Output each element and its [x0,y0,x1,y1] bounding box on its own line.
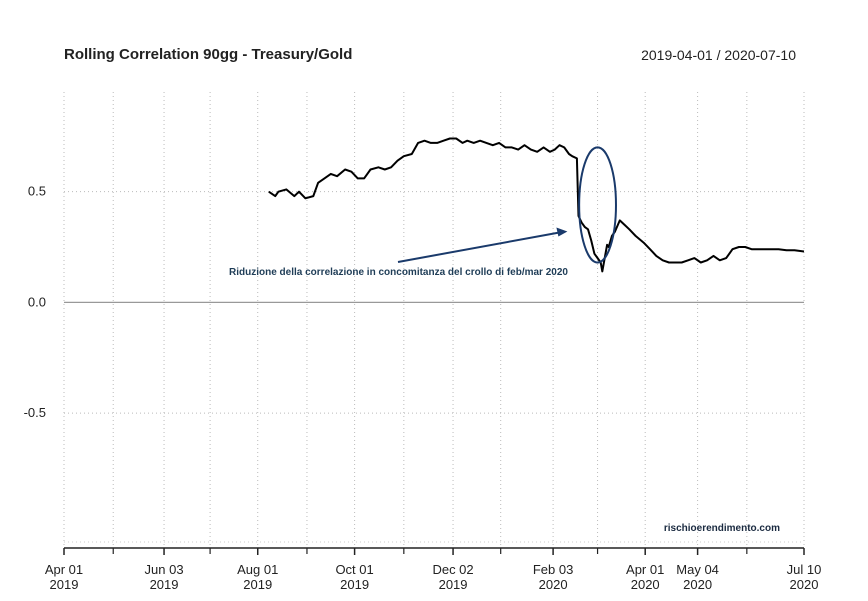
x-tick-label: May 04 2020 [676,562,719,592]
x-tick-label-line: Jun 03 [145,562,184,577]
x-tick-label-line: 2019 [50,577,79,592]
chart-title: Rolling Correlation 90gg - Treasury/Gold [64,46,353,63]
x-tick-label-line: Feb 03 [533,562,573,577]
x-tick-label-line: 2019 [150,577,179,592]
date-range: 2019-04-01 / 2020-07-10 [641,47,796,63]
x-tick-label-line: Dec 02 [432,562,473,577]
x-tick-label-line: Apr 01 [626,562,664,577]
annotation-text: Riduzione della correlazione in concomit… [229,267,568,278]
series-line [268,137,805,273]
x-tick-label-line: Aug 01 [237,562,278,577]
y-tick-label: 0.0 [28,294,46,309]
annotation-arrow-line [397,231,560,263]
x-tick-label-line: Jul 10 [787,562,822,577]
x-tick-label-line: 2020 [631,577,660,592]
x-tick-label: Aug 01 2019 [237,562,278,592]
x-tick-label-line: 2019 [243,577,272,592]
x-tick-label: Apr 01 2019 [45,562,83,592]
y-tick-label: -0.5 [24,405,46,420]
x-tick-label-line: 2020 [539,577,568,592]
x-tick-label-line: May 04 [676,562,719,577]
x-tick-label-line: 2020 [790,577,819,592]
annotation-ellipse [578,146,617,264]
x-tick-label: Jun 03 2019 [145,562,184,592]
x-tick-label: Dec 02 2019 [432,562,473,592]
x-tick-label: Jul 10 2020 [787,562,822,592]
x-tick-label-line: Oct 01 [335,562,373,577]
x-tick-label-line: Apr 01 [45,562,83,577]
x-tick-label-line: 2020 [683,577,712,592]
x-tick-label-line: 2019 [439,577,468,592]
y-tick-label: 0.5 [28,184,46,199]
x-tick-label: Apr 01 2020 [626,562,664,592]
watermark-text: rischioerendimento.com [664,523,780,534]
x-tick-label: Feb 03 2020 [533,562,573,592]
x-tick-label: Oct 01 2019 [335,562,373,592]
x-tick-label-line: 2019 [340,577,369,592]
annotation-arrowhead [556,227,568,237]
